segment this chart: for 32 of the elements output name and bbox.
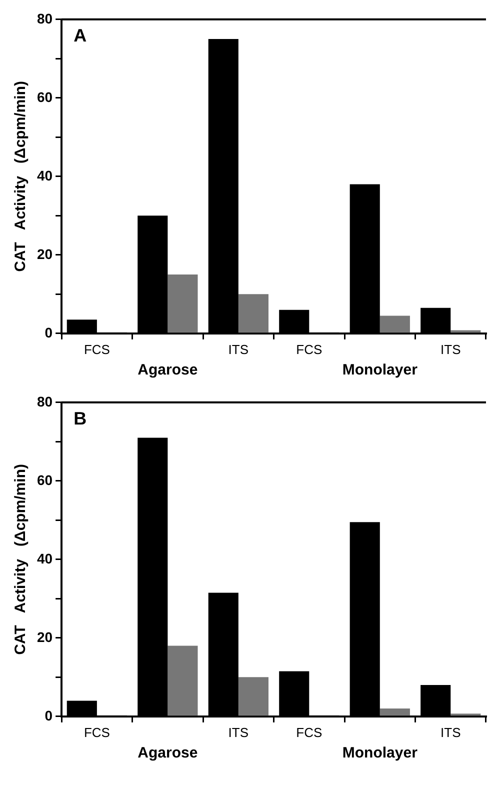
y-tick-label: 0 — [44, 324, 53, 340]
bar — [380, 316, 410, 333]
x-tick-label: ITS — [440, 724, 462, 740]
y-axis-title: CAT Activity (Δcpm/min) — [12, 81, 30, 272]
x-tick-label: ITS — [228, 342, 249, 357]
chart-title: A — [74, 25, 87, 46]
y-tick-label: 20 — [36, 246, 53, 262]
bar — [380, 708, 410, 716]
y-tick-label: 60 — [36, 88, 53, 105]
bar — [168, 274, 198, 333]
y-tick-label: 40 — [36, 550, 53, 566]
y-axis-title: CAT Activity (Δcpm/min) — [12, 464, 30, 655]
y-tick-label: 80 — [36, 10, 53, 26]
y-tick-label: 40 — [36, 167, 53, 184]
x-tick-label: FCS — [84, 342, 110, 357]
text: Monolayer — [342, 744, 418, 762]
y-tick-label: 80 — [36, 393, 53, 410]
bar — [238, 294, 268, 333]
x-tick-label: FCS — [296, 724, 322, 740]
chart-title: B — [74, 408, 87, 428]
bar — [168, 646, 198, 716]
x-tick-label: FCS — [296, 342, 322, 357]
y-tick-label: 20 — [36, 628, 53, 645]
text: Agarose — [138, 362, 198, 379]
bar — [238, 677, 268, 716]
x-tick-label: ITS — [440, 342, 462, 357]
y-tick-label: 60 — [36, 472, 53, 488]
x-tick-label: ITS — [228, 724, 249, 740]
y-tick-label: 0 — [44, 707, 53, 724]
text: Monolayer — [342, 362, 418, 379]
text: Agarose — [138, 744, 198, 762]
x-tick-label: FCS — [84, 724, 110, 740]
